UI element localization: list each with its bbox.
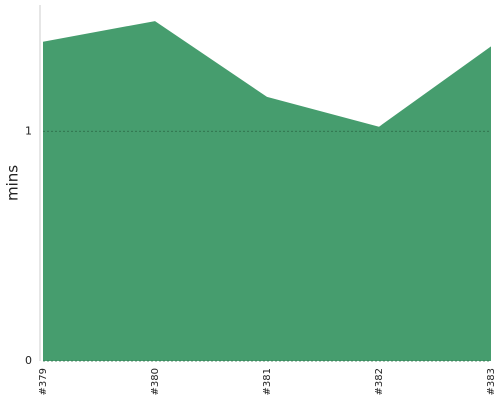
x-tick-label: #381 (262, 368, 273, 395)
x-tick-label: #383 (486, 368, 497, 395)
y-tick-label: 1 (25, 124, 32, 137)
x-tick-label: #380 (150, 368, 161, 395)
x-tick-label: #379 (38, 368, 49, 395)
y-axis-label: mins (4, 165, 22, 201)
x-tick-label: #382 (374, 368, 385, 395)
y-tick-label: 0 (25, 354, 32, 367)
area (43, 21, 491, 361)
